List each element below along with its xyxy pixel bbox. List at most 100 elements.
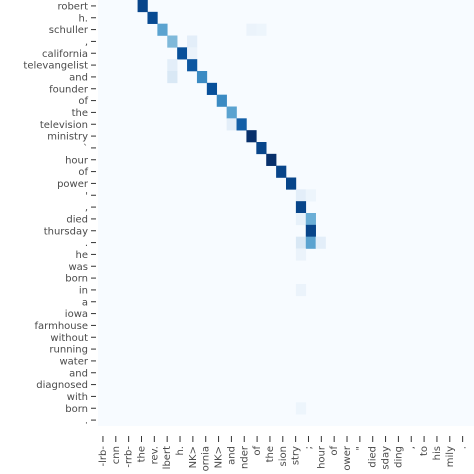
y-tick-label: power [57, 179, 89, 190]
x-tick-label: to [419, 446, 430, 456]
y-tick-label: the [72, 108, 88, 119]
x-tick-label: NK> [214, 446, 225, 468]
x-tick-label: mily [445, 446, 456, 467]
y-tick-label: farmhouse [35, 321, 88, 332]
heatmap-cell [295, 402, 307, 415]
y-axis: roberth.schuller,californiatelevangelist… [23, 1, 96, 427]
heatmap-cell [305, 189, 316, 202]
x-tick-label: and [226, 446, 237, 465]
heatmap-cell [236, 118, 247, 131]
heatmap-cell [295, 201, 307, 214]
y-tick-label: without [50, 333, 88, 344]
y-tick-label: , [85, 37, 88, 48]
y-tick-label: with [67, 392, 88, 403]
y-tick-label: iowa [65, 309, 88, 320]
y-tick-label: television [40, 120, 88, 131]
heatmap-cell [187, 35, 198, 48]
x-axis: -lrb-cnn -rrb-the rev. lbert h. NK> ornia NK> an… [98, 436, 469, 471]
y-tick-label: died [66, 214, 88, 225]
x-tick-label: nder [239, 445, 250, 469]
x-tick-label: of [252, 446, 263, 456]
heatmap-cell [305, 236, 316, 249]
y-tick-label: thursday [44, 226, 88, 237]
x-tick-label: ; [303, 446, 314, 449]
x-tick-label: h. [175, 446, 186, 456]
heatmap-cell [167, 71, 178, 84]
heatmap-cell [167, 59, 178, 72]
y-tick-label: hour [65, 155, 89, 166]
heatmap-cell [295, 248, 307, 261]
y-tick-label: and [69, 72, 88, 83]
heatmap-cell [246, 130, 257, 143]
y-tick-label: ' [85, 191, 88, 202]
heatmap-cell [295, 236, 307, 249]
heatmap-cell [286, 177, 297, 190]
x-tick-label: ding [393, 446, 404, 468]
y-tick-label: h. [78, 13, 88, 24]
heatmap-cell [167, 35, 178, 48]
heatmap-cell [187, 47, 198, 60]
y-tick-label: , [85, 203, 88, 214]
heatmap-cell [157, 23, 168, 36]
y-tick-label: robert [57, 1, 88, 12]
heatmap-cell [196, 71, 208, 84]
y-tick-label: and [69, 368, 88, 379]
x-tick-label: his [432, 446, 443, 460]
y-tick-label: in [79, 285, 88, 296]
heatmap-cell [226, 106, 237, 119]
heatmap-cell [147, 11, 158, 24]
heatmap-cell [305, 224, 316, 237]
y-tick-label: was [68, 262, 88, 273]
heatmap-cell [266, 153, 277, 166]
y-tick-label: of [78, 167, 88, 178]
y-tick-label: california [42, 49, 88, 60]
heatmap-cell [256, 142, 267, 155]
x-tick-label: . [458, 446, 469, 449]
x-tick-label: ower [342, 445, 353, 470]
heatmap-cell [256, 23, 267, 36]
y-tick-label: diagnosed [36, 380, 88, 391]
x-tick-label: , [406, 446, 417, 449]
x-tick-label: " [355, 446, 366, 451]
x-tick-label: sday [381, 446, 392, 470]
x-tick-label: of [329, 446, 340, 456]
heatmap-cell [295, 213, 307, 226]
heatmap-cell [305, 213, 316, 226]
y-tick-label: of [78, 96, 88, 107]
y-tick-label: born [65, 404, 88, 415]
x-tick-label: -rrb- [124, 446, 135, 468]
heatmap-cell [226, 118, 237, 131]
x-tick-label: sion [278, 446, 289, 466]
y-tick-label: he [76, 250, 89, 261]
heatmap-cell [295, 189, 307, 202]
heatmap-cell [295, 284, 307, 297]
heatmap-cell [177, 47, 188, 60]
plot-area [98, 0, 474, 426]
x-tick-label: stry [291, 446, 302, 465]
x-tick-label: cnn [111, 446, 122, 464]
y-tick-label: . [85, 416, 88, 427]
x-tick-label: -lrb- [98, 446, 109, 467]
x-tick-label: died [368, 446, 379, 468]
y-tick-label: running [49, 345, 88, 356]
heatmap-cell [246, 23, 257, 36]
x-tick-label: the [136, 446, 147, 462]
x-tick-label: the [265, 446, 276, 462]
x-tick-label: NK> [188, 446, 199, 468]
y-tick-label: ` [83, 142, 88, 154]
y-tick-label: . [85, 238, 88, 249]
heatmap-cell [315, 236, 326, 249]
y-tick-label: founder [49, 84, 89, 95]
x-tick-label: ornia [201, 446, 212, 471]
heatmap-cell [206, 82, 218, 95]
x-tick-label: hour [316, 445, 327, 469]
y-tick-label: schuller [49, 25, 89, 36]
y-tick-label: televangelist [23, 61, 88, 72]
heatmap-cell [187, 59, 198, 72]
y-tick-label: water [60, 356, 89, 367]
x-tick-label: lbert [162, 446, 173, 469]
y-tick-label: a [82, 297, 88, 308]
y-tick-label: ministry [47, 132, 88, 143]
y-tick-label: born [65, 274, 88, 285]
